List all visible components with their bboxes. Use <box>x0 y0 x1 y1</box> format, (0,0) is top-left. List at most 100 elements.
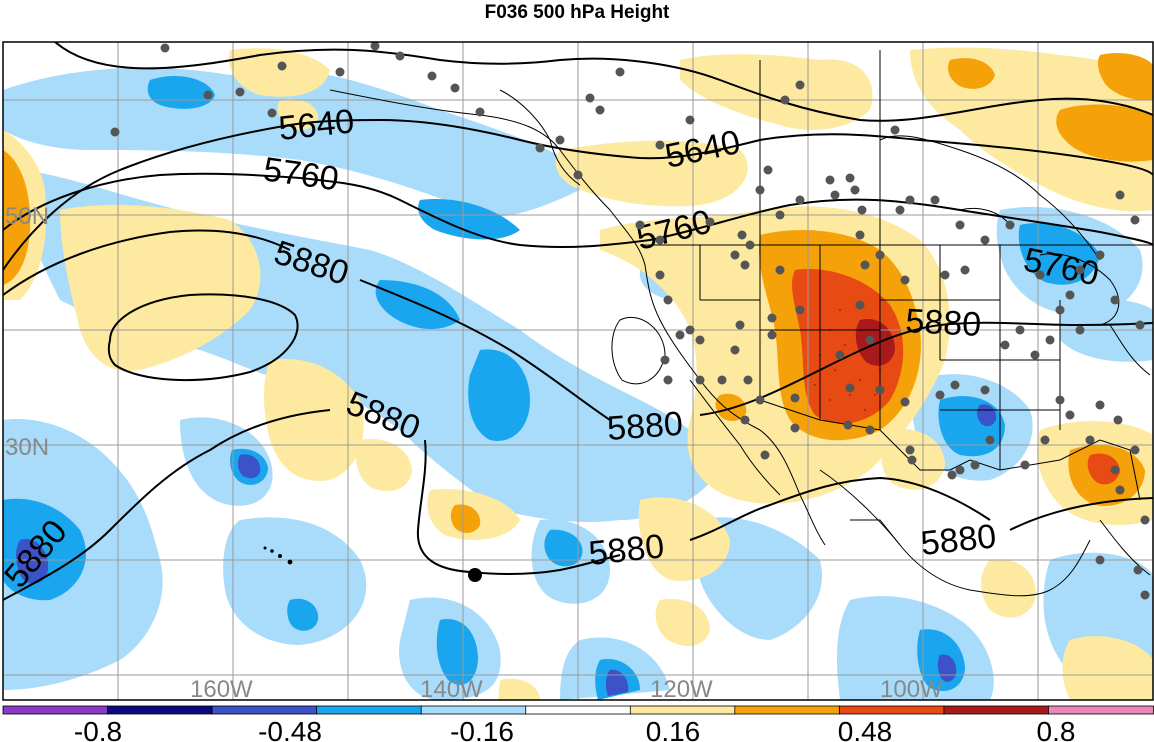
station-marker <box>960 265 970 275</box>
station-marker <box>655 235 665 245</box>
map-frame <box>2 41 1154 701</box>
station-marker <box>865 335 875 345</box>
station-marker <box>595 105 605 115</box>
station-markers <box>110 42 1150 600</box>
station-marker <box>267 108 277 118</box>
station-marker <box>830 190 840 200</box>
station-marker <box>535 143 545 153</box>
lon-label-160w: 160W <box>190 676 253 703</box>
station-marker <box>1045 335 1055 345</box>
station-marker <box>685 115 695 125</box>
station-marker <box>767 313 777 323</box>
station-marker <box>1075 325 1085 335</box>
station-marker <box>1095 555 1105 565</box>
contour-label: 5880 <box>606 405 684 448</box>
station-marker <box>835 350 845 360</box>
contour-label: 5640 <box>277 102 356 148</box>
station-marker <box>1115 190 1125 200</box>
station-marker <box>875 385 885 395</box>
station-marker <box>660 355 670 365</box>
station-marker <box>857 205 867 215</box>
station-marker <box>980 385 990 395</box>
station-marker <box>790 423 800 433</box>
lat-label-50n: 50N <box>5 203 49 230</box>
station-marker <box>335 67 345 77</box>
station-marker <box>855 230 865 240</box>
station-marker <box>790 393 800 403</box>
station-marker <box>737 230 747 240</box>
axis-labels: 50N 30N 160W 140W 120W 100W <box>5 203 943 703</box>
station-marker <box>663 375 673 385</box>
station-marker <box>730 345 740 355</box>
station-marker <box>1135 320 1145 330</box>
station-marker <box>1115 485 1125 495</box>
station-marker <box>825 175 835 185</box>
station-marker <box>1020 460 1030 470</box>
station-marker <box>370 42 380 51</box>
station-marker <box>855 300 865 310</box>
station-marker <box>1000 340 1010 350</box>
station-marker <box>755 395 765 405</box>
station-marker <box>795 305 805 315</box>
station-marker <box>1065 290 1075 300</box>
station-marker <box>775 210 785 220</box>
station-marker <box>795 195 805 205</box>
significance-stipple <box>813 308 882 412</box>
station-marker <box>935 390 945 400</box>
station-marker <box>1075 265 1085 275</box>
station-marker <box>763 165 773 175</box>
station-marker <box>745 240 755 250</box>
station-marker <box>160 43 170 53</box>
station-marker <box>1065 410 1075 420</box>
station-marker <box>767 330 777 340</box>
station-marker <box>1055 395 1065 405</box>
station-marker <box>655 270 665 280</box>
station-marker <box>755 185 765 195</box>
station-marker <box>573 170 583 180</box>
station-marker <box>427 71 437 81</box>
station-marker <box>875 250 885 260</box>
station-marker <box>1005 220 1015 230</box>
station-marker <box>743 375 753 385</box>
station-marker <box>655 140 665 150</box>
contour-label: 5880 <box>919 517 998 563</box>
station-marker <box>1140 590 1150 600</box>
station-marker <box>395 51 405 61</box>
station-marker <box>940 270 950 280</box>
station-marker <box>615 67 625 77</box>
station-marker <box>1133 565 1143 575</box>
station-marker <box>970 460 980 470</box>
station-marker <box>555 135 565 145</box>
station-marker <box>740 260 750 270</box>
station-marker <box>1140 515 1150 525</box>
station-marker <box>585 93 595 103</box>
station-marker <box>900 397 910 407</box>
station-marker <box>717 375 727 385</box>
station-marker <box>685 325 695 335</box>
station-marker <box>860 260 870 270</box>
station-marker <box>850 185 860 195</box>
station-marker <box>1110 465 1120 475</box>
station-marker <box>1015 325 1025 335</box>
lon-label-120w: 120W <box>650 676 713 703</box>
station-marker <box>475 107 485 117</box>
station-marker <box>663 295 673 305</box>
station-marker <box>635 220 645 230</box>
station-marker <box>740 415 750 425</box>
station-marker <box>905 445 915 455</box>
station-marker <box>1055 305 1065 315</box>
station-marker <box>675 330 685 340</box>
station-marker <box>900 275 910 285</box>
station-marker <box>1095 400 1105 410</box>
islands <box>263 546 293 565</box>
station-marker <box>845 173 855 183</box>
station-marker <box>1130 445 1140 455</box>
station-marker <box>955 220 965 230</box>
station-marker <box>110 127 120 137</box>
station-marker <box>985 435 995 445</box>
station-marker <box>1040 435 1050 445</box>
lat-label-30n: 30N <box>5 434 49 461</box>
station-marker <box>695 335 705 345</box>
station-marker <box>947 470 957 480</box>
